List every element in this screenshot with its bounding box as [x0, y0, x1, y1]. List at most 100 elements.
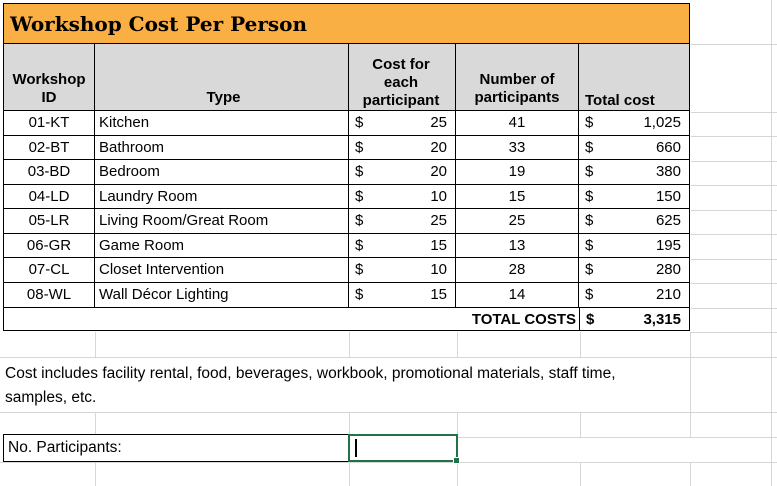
type-text: Wall Décor Lighting: [99, 286, 229, 304]
currency-symbol: $: [355, 212, 364, 230]
table-row: 02-BT Bathroom $ 20 33 $ 660: [4, 135, 689, 160]
cell-type[interactable]: Living Room/Great Room: [95, 209, 349, 233]
cell-total[interactable]: $ 625: [579, 209, 689, 233]
header-workshop-id[interactable]: Workshop ID: [4, 44, 95, 110]
gridline: [690, 357, 691, 412]
cell-total[interactable]: $ 660: [579, 136, 689, 160]
cell-participants[interactable]: 41: [456, 111, 579, 135]
cell-total[interactable]: $ 195: [579, 234, 689, 258]
total-costs-value-cell[interactable]: $ 3,315: [579, 308, 689, 330]
no-participants-label-cell[interactable]: No. Participants:: [3, 434, 349, 462]
participants-value: 19: [508, 163, 526, 181]
table-title-cell[interactable]: Workshop Cost Per Person: [4, 4, 689, 44]
cost-value: 20: [430, 163, 447, 181]
workshop-id-text: 08-WL: [26, 286, 72, 304]
workshop-id-text: 03-BD: [27, 163, 71, 181]
table-body: 01-KT Kitchen $ 25 41 $ 1,025 02-BT Bath…: [4, 111, 689, 307]
total-value: 150: [655, 187, 681, 205]
gridline: [691, 283, 777, 284]
cell-type[interactable]: Bathroom: [95, 135, 349, 159]
cell-cost[interactable]: $ 10: [349, 258, 456, 282]
cell-total[interactable]: $ 1,025: [579, 111, 689, 135]
currency-symbol: $: [585, 212, 594, 230]
gridline: [457, 462, 458, 486]
cell-participants[interactable]: 28: [456, 258, 579, 282]
cell-workshop-id[interactable]: 05-LR: [4, 209, 95, 233]
cell-type[interactable]: Laundry Room: [95, 184, 349, 208]
currency-symbol: $: [355, 286, 364, 304]
total-value: 660: [655, 138, 681, 156]
cost-value: 15: [430, 236, 447, 254]
gridline: [691, 332, 777, 333]
gridline: [95, 462, 96, 486]
type-text: Kitchen: [99, 114, 150, 132]
table-row: 08-WL Wall Décor Lighting $ 15 14 $ 210: [4, 282, 689, 308]
table-row: 06-GR Game Room $ 15 13 $ 195: [4, 233, 689, 258]
fill-handle[interactable]: [453, 457, 460, 464]
total-costs-label[interactable]: TOTAL COSTS: [471, 310, 576, 328]
participants-value: 33: [508, 138, 526, 156]
cell-cost[interactable]: $ 15: [349, 233, 456, 257]
cell-cost[interactable]: $ 10: [349, 184, 456, 208]
cell-cost[interactable]: $ 20: [349, 135, 456, 159]
cell-total[interactable]: $ 280: [579, 258, 689, 282]
currency-symbol: $: [585, 236, 594, 254]
table-row: 03-BD Bedroom $ 20 19 $ 380: [4, 160, 689, 185]
currency-symbol: $: [586, 310, 595, 328]
cell-type[interactable]: Game Room: [95, 233, 349, 257]
cell-total[interactable]: $ 380: [579, 160, 689, 184]
currency-symbol: $: [355, 187, 364, 205]
cell-type[interactable]: Kitchen: [95, 111, 349, 135]
currency-symbol: $: [585, 286, 594, 304]
gridline: [691, 185, 777, 186]
gridline: [691, 210, 777, 211]
total-value: 280: [655, 261, 681, 279]
participants-value: 41: [508, 114, 526, 132]
cell-workshop-id[interactable]: 06-GR: [4, 233, 95, 257]
gridline: [457, 332, 458, 357]
header-cost[interactable]: Cost for each participant: [349, 44, 456, 110]
gridline: [690, 412, 691, 437]
cell-total[interactable]: $ 150: [579, 185, 689, 209]
cell-workshop-id[interactable]: 08-WL: [4, 282, 95, 307]
cell-cost[interactable]: $ 25: [349, 209, 456, 233]
participants-value: 28: [508, 261, 526, 279]
cell-workshop-id[interactable]: 01-KT: [4, 111, 95, 135]
type-text: Closet Intervention: [99, 261, 225, 279]
cell-workshop-id[interactable]: 07-CL: [4, 258, 95, 282]
text-cursor: [355, 439, 357, 457]
cell-participants[interactable]: 15: [456, 184, 579, 208]
cell-type[interactable]: Wall Décor Lighting: [95, 282, 349, 307]
cell-type[interactable]: Closet Intervention: [95, 258, 349, 282]
gridline: [580, 332, 581, 357]
gridline: [0, 412, 777, 413]
workshop-id-text: 05-LR: [28, 212, 70, 230]
cell-workshop-id[interactable]: 02-BT: [4, 135, 95, 159]
currency-symbol: $: [585, 163, 594, 181]
cell-participants[interactable]: 14: [456, 282, 579, 307]
cell-cost[interactable]: $ 25: [349, 111, 456, 135]
currency-symbol: $: [355, 114, 364, 132]
gridline: [691, 234, 777, 235]
cell-total[interactable]: $ 210: [579, 283, 689, 308]
no-participants-label: No. Participants:: [8, 439, 122, 456]
cell-participants[interactable]: 25: [456, 209, 579, 233]
header-participants[interactable]: Number of participants: [456, 44, 579, 110]
total-value: 1,025: [643, 114, 681, 132]
total-value: 195: [655, 236, 681, 254]
participants-value: 14: [508, 286, 526, 304]
cell-workshop-id[interactable]: 03-BD: [4, 160, 95, 184]
header-total-cost[interactable]: Total cost: [585, 92, 655, 109]
cell-participants[interactable]: 13: [456, 233, 579, 257]
cost-note: Cost includes facility rental, food, bev…: [5, 365, 616, 406]
cell-workshop-id[interactable]: 04-LD: [4, 184, 95, 208]
participants-input-cell[interactable]: [348, 434, 460, 464]
cell-participants[interactable]: 33: [456, 135, 579, 159]
gridline: [349, 332, 350, 357]
header-type[interactable]: Type: [95, 44, 349, 110]
cell-cost[interactable]: $ 20: [349, 160, 456, 184]
cell-cost[interactable]: $ 15: [349, 282, 456, 307]
cell-participants[interactable]: 19: [456, 160, 579, 184]
gridline: [0, 462, 777, 463]
cell-type[interactable]: Bedroom: [95, 160, 349, 184]
